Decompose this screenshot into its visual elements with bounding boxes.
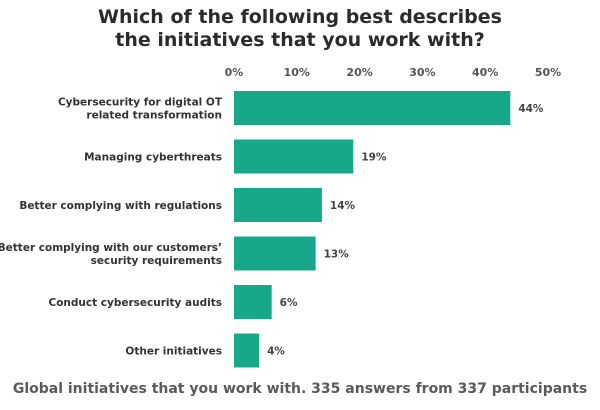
bar <box>234 91 511 125</box>
value-label: 13% <box>324 249 350 261</box>
value-label: 4% <box>267 346 285 358</box>
x-tick-label: 20% <box>346 66 372 79</box>
x-tick-label: 40% <box>472 66 498 79</box>
category-label: security requirements <box>91 255 222 267</box>
chart-title-line-2: the initiatives that you work with? <box>115 29 485 51</box>
category-label: Better complying with regulations <box>19 200 222 212</box>
value-label: 44% <box>518 103 544 115</box>
category-label: Managing cyberthreats <box>84 152 222 164</box>
x-tick-label: 50% <box>535 66 561 79</box>
category-label: Conduct cybersecurity audits <box>49 297 222 309</box>
value-label: 14% <box>330 200 356 212</box>
value-label: 6% <box>280 297 298 309</box>
x-tick-label: 30% <box>409 66 435 79</box>
x-tick-label: 10% <box>284 66 310 79</box>
category-label: related transformation <box>86 110 222 122</box>
bar <box>234 285 272 319</box>
chart-title: Which of the following best describes th… <box>0 6 600 52</box>
value-label: 19% <box>361 152 387 164</box>
chart-title-line-1: Which of the following best describes <box>98 6 502 28</box>
bar <box>234 188 322 222</box>
category-label: Cybersecurity for digital OT <box>58 97 223 109</box>
x-tick-label: 0% <box>225 66 244 79</box>
bar <box>234 139 354 174</box>
bar <box>234 333 260 368</box>
bar-chart: 0% 10% 20% 30% 40% 50% Cybersecurity for digit… <box>0 66 561 368</box>
chart-caption: Global initiatives that you work with. 3… <box>12 381 588 397</box>
bar <box>234 236 316 271</box>
category-label: Other initiatives <box>125 346 222 358</box>
category-label: Better complying with our customers’ <box>0 242 222 254</box>
